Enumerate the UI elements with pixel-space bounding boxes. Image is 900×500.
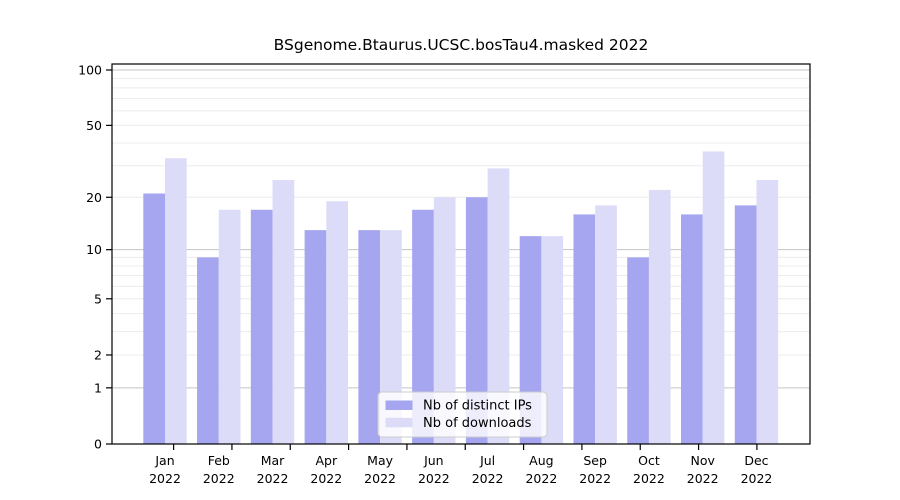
y-tick-label: 0 xyxy=(94,437,102,452)
bar-distinct-ips-jan xyxy=(143,193,165,444)
y-axis: 0 1 2 5 10 20 50 100 xyxy=(78,63,112,452)
x-tick-label-year: 2022 xyxy=(310,471,342,486)
x-tick-label-month: Jan xyxy=(154,453,174,468)
y-tick-label: 1 xyxy=(94,380,102,395)
bar-downloads-sep xyxy=(595,205,617,444)
bar-distinct-ips-may xyxy=(358,230,381,444)
bar-downloads-may xyxy=(380,230,402,444)
x-tick-label-year: 2022 xyxy=(418,471,450,486)
legend-swatch-downloads xyxy=(385,417,413,428)
bar-downloads-aug xyxy=(541,236,564,444)
x-tick-label-year: 2022 xyxy=(472,471,504,486)
y-tick-label: 100 xyxy=(78,63,102,78)
legend-swatch-distinct-ips xyxy=(385,400,413,410)
x-tick-label-year: 2022 xyxy=(579,471,611,486)
legend-box xyxy=(377,391,548,438)
y-tick-label: 20 xyxy=(86,190,102,205)
x-tick-label-month: Jul xyxy=(479,453,495,468)
x-tick-label-month: Feb xyxy=(208,453,230,468)
bar-downloads-mar xyxy=(272,179,295,445)
bar-downloads-jul xyxy=(487,168,510,444)
bar-distinct-ips-jul xyxy=(465,197,488,444)
bars-downloads xyxy=(165,151,779,445)
bars-distinct-ips xyxy=(143,193,757,444)
bar-downloads-jan xyxy=(165,158,187,444)
x-axis: Jan 2022 Feb 2022 Mar 2022 Apr 2022 May 2022 Jun 20… xyxy=(149,444,772,486)
x-tick-label-month: Apr xyxy=(315,453,337,468)
bar-downloads-oct xyxy=(648,189,671,444)
bar-distinct-ips-sep xyxy=(573,214,596,444)
bar-downloads-jun xyxy=(433,197,456,444)
y-tick-label: 50 xyxy=(86,118,102,133)
x-tick-label-year: 2022 xyxy=(741,471,773,486)
legend: Nb of distinct IPs Nb of downloads xyxy=(377,391,548,438)
y-tick-label: 2 xyxy=(94,347,102,362)
gridlines xyxy=(112,69,810,389)
bar-downloads-dec xyxy=(756,179,779,445)
x-tick-label-month: Mar xyxy=(261,453,285,468)
x-tick-label-month: May xyxy=(367,453,393,468)
x-tick-label-year: 2022 xyxy=(203,471,235,486)
x-tick-label-month: Oct xyxy=(638,453,660,468)
bar-distinct-ips-nov xyxy=(681,214,703,444)
x-tick-label-month: Jun xyxy=(423,453,444,468)
legend-label: Nb of distinct IPs xyxy=(423,399,532,414)
chart-title: BSgenome.Btaurus.UCSC.bosTau4.masked 202… xyxy=(273,36,649,54)
x-tick-label-year: 2022 xyxy=(525,471,557,486)
x-tick-label-year: 2022 xyxy=(149,471,181,486)
bar-distinct-ips-feb xyxy=(197,257,219,444)
x-tick-label-year: 2022 xyxy=(364,471,396,486)
bar-distinct-ips-mar xyxy=(250,209,273,444)
bar-downloads-apr xyxy=(326,201,349,444)
x-tick-label-year: 2022 xyxy=(257,471,289,486)
y-tick-label: 5 xyxy=(94,291,102,306)
bar-distinct-ips-apr xyxy=(304,230,327,444)
bar-distinct-ips-jun xyxy=(412,209,434,444)
x-tick-label-month: Sep xyxy=(583,453,607,468)
x-tick-label-year: 2022 xyxy=(687,471,719,486)
bar-downloads-nov xyxy=(702,151,725,444)
bar-distinct-ips-oct xyxy=(627,257,649,444)
plot-border xyxy=(111,63,811,445)
x-tick-label-month: Aug xyxy=(529,453,553,468)
x-tick-label-year: 2022 xyxy=(633,471,665,486)
y-tick-label: 10 xyxy=(86,242,102,257)
bar-distinct-ips-dec xyxy=(734,205,757,444)
bar-downloads-feb xyxy=(218,209,241,444)
legend-label: Nb of downloads xyxy=(423,416,532,431)
x-tick-label-month: Nov xyxy=(690,453,715,468)
x-tick-label-month: Dec xyxy=(744,453,768,468)
